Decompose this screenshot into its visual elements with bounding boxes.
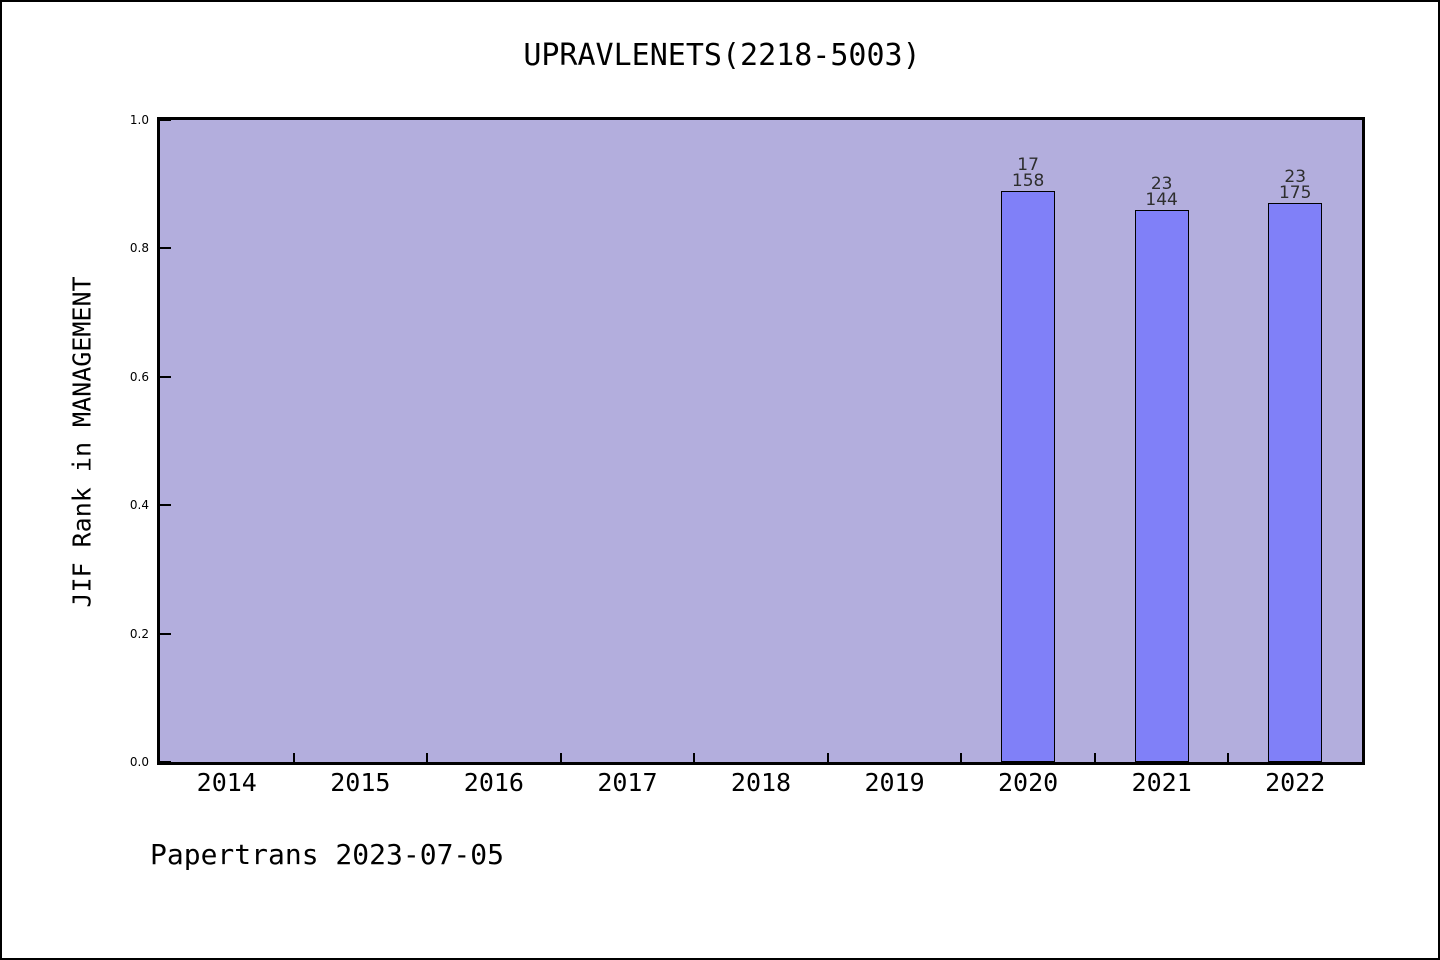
x-tick-label-2016: 2016 (463, 768, 524, 797)
x-tick-mark-2 (426, 753, 429, 762)
y-tick-mark-0.2 (160, 632, 171, 635)
x-tick-label-2019: 2019 (864, 768, 925, 797)
y-tick-mark-1.0 (160, 119, 171, 121)
y-tick-mark-0.4 (160, 504, 171, 507)
x-tick-mark-3 (559, 753, 562, 762)
y-tick-label-0.6: 0.6 (129, 369, 149, 384)
y-tick-label-0.4: 0.4 (129, 498, 149, 513)
y-tick-label-1.0: 1.0 (129, 113, 149, 127)
bar-2020 (1001, 190, 1056, 762)
bar-label-2020: 17 158 (1011, 154, 1045, 191)
x-tick-mark-4 (693, 753, 696, 762)
y-tick-mark-0.8 (160, 247, 171, 250)
y-tick-label-0.2: 0.2 (129, 626, 149, 641)
x-tick-mark-6 (960, 753, 963, 762)
y-tick-label-0.0: 0.0 (129, 755, 149, 769)
x-tick-label-2022: 2022 (1265, 768, 1326, 797)
x-tick-mark-1 (292, 753, 295, 762)
y-tick-mark-0.0 (160, 761, 171, 763)
chart-title: UPRAVLENETS(2218-5003) (523, 38, 921, 73)
x-tick-label-2021: 2021 (1131, 768, 1192, 797)
x-tick-label-2014: 2014 (196, 768, 257, 797)
x-tick-mark-7 (1093, 753, 1096, 762)
x-tick-label-2017: 2017 (597, 768, 658, 797)
bar-label-2022: 23 175 (1278, 167, 1312, 204)
footer-watermark: Papertrans 2023-07-05 (150, 838, 505, 871)
x-tick-mark-8 (1227, 753, 1230, 762)
x-tick-mark-5 (826, 753, 829, 762)
plot-area: 17 158 23 144 23 175 (157, 117, 1365, 765)
x-tick-label-2015: 2015 (330, 768, 391, 797)
x-tick-label-2020: 2020 (998, 768, 1059, 797)
y-tick-mark-0.6 (160, 375, 171, 378)
bar-2022 (1268, 203, 1323, 762)
bar-label-2021: 23 144 (1145, 173, 1178, 210)
bar-2021 (1134, 209, 1189, 762)
y-axis-label: JIF Rank in MANAGEMENT (67, 276, 97, 608)
y-tick-label-0.8: 0.8 (129, 241, 149, 256)
x-tick-label-2018: 2018 (730, 768, 792, 797)
